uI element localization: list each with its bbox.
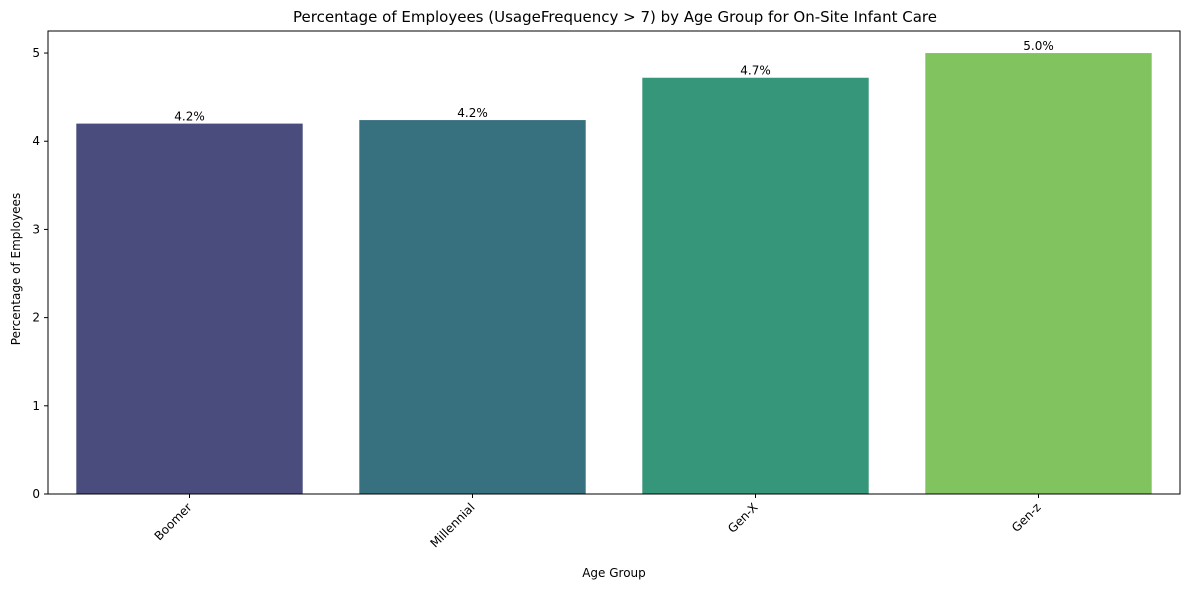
chart-title: Percentage of Employees (UsageFrequency … — [293, 8, 937, 26]
y-tick-label: 3 — [32, 222, 40, 236]
x-tick-label: Millennial — [427, 500, 477, 550]
y-axis: 0 1 2 3 4 5 — [32, 46, 48, 501]
y-tick-label: 2 — [32, 311, 40, 325]
y-axis-label: Percentage of Employees — [9, 193, 23, 345]
data-label-gen-x: 4.7% — [740, 64, 771, 78]
y-tick-label: 5 — [32, 46, 40, 60]
bars-layer — [76, 53, 1152, 495]
x-tick-label: Gen-z — [1009, 500, 1044, 535]
y-tick-label: 1 — [32, 399, 40, 413]
bar-gen-z — [925, 53, 1152, 495]
data-label-boomer: 4.2% — [174, 110, 205, 124]
bar-millennial — [359, 120, 586, 494]
data-labels-layer: 4.2% 4.2% 4.7% 5.0% — [174, 39, 1054, 124]
bar-boomer — [76, 123, 303, 494]
data-label-millennial: 4.2% — [457, 106, 488, 120]
plot-frame — [47, 30, 1181, 495]
bar-gen-x — [642, 77, 869, 494]
y-tick-label: 4 — [32, 134, 40, 148]
data-label-gen-z: 5.0% — [1023, 39, 1054, 53]
x-axis-label: Age Group — [582, 566, 646, 580]
x-tick-label: Boomer — [152, 500, 195, 543]
y-tick-label: 0 — [32, 487, 40, 501]
x-axis: Boomer Millennial Gen-X Gen-z — [152, 494, 1044, 550]
x-tick-label: Gen-X — [725, 500, 761, 536]
